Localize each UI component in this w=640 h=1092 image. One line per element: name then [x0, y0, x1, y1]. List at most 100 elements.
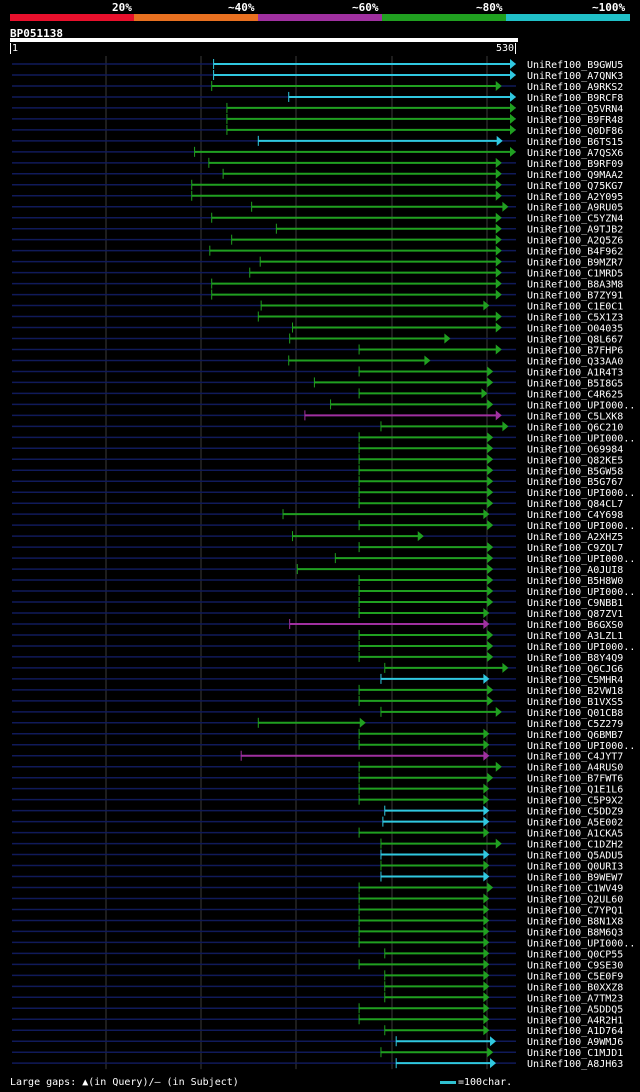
hit-label-77[interactable]: UniRef100_C7YPQ1: [527, 905, 623, 916]
hit-label-24[interactable]: UniRef100_O04035: [527, 324, 623, 335]
hit-label-18[interactable]: UniRef100_B9MZR7: [527, 258, 623, 269]
hit-label-58[interactable]: UniRef100_B1VXS5: [527, 697, 623, 708]
hit-label-41[interactable]: UniRef100_C4Y698: [527, 510, 623, 521]
hit-label-46[interactable]: UniRef100_A0JUI8: [527, 565, 623, 576]
hit-label-21[interactable]: UniRef100_B7ZY91: [527, 291, 623, 302]
hit-label-32[interactable]: UniRef100_C5LXK8: [527, 411, 623, 422]
hit-label-30[interactable]: UniRef100_C4R625: [527, 389, 623, 400]
hit-label-55[interactable]: UniRef100_Q6CJG6: [527, 664, 623, 675]
hit-label-72[interactable]: UniRef100_Q5ADU5: [527, 851, 623, 862]
hit-label-56[interactable]: UniRef100_C5MHR4: [527, 675, 623, 686]
hit-label-83[interactable]: UniRef100_C5E0F9: [527, 971, 623, 982]
hit-label-27[interactable]: UniRef100_Q33AA0: [527, 356, 623, 367]
hit-label-42[interactable]: UniRef100_UPI000..: [527, 521, 635, 532]
hit-label-47[interactable]: UniRef100_B5H8W0: [527, 576, 623, 587]
hit-label-78[interactable]: UniRef100_B8N1X8: [527, 916, 623, 927]
hit-label-17[interactable]: UniRef100_B4F962: [527, 247, 623, 258]
hit-label-10[interactable]: UniRef100_Q9MAA2: [527, 170, 623, 181]
hit-label-12[interactable]: UniRef100_A2Y095: [527, 192, 623, 203]
hit-label-36[interactable]: UniRef100_Q82KE5: [527, 455, 623, 466]
hit-label-57[interactable]: UniRef100_B2VW18: [527, 686, 623, 697]
hit-label-76[interactable]: UniRef100_Q2UL60: [527, 894, 623, 905]
hit-arrow-icon-25: [444, 333, 451, 344]
hit-label-85[interactable]: UniRef100_A7TM23: [527, 993, 623, 1004]
legend-label-2: ~60%: [352, 1, 379, 14]
hit-label-35[interactable]: UniRef100_O69984: [527, 444, 623, 455]
hit-label-65[interactable]: UniRef100_B7FWT6: [527, 774, 623, 785]
hit-label-70[interactable]: UniRef100_A1CKA5: [527, 829, 623, 840]
hit-label-82[interactable]: UniRef100_C9SE30: [527, 960, 623, 971]
hit-label-0[interactable]: UniRef100_B9GWU5: [527, 60, 623, 71]
hit-label-6[interactable]: UniRef100_Q0DF86: [527, 126, 623, 137]
hit-label-53[interactable]: UniRef100_UPI000..: [527, 642, 635, 653]
hit-arrow-icon-37: [487, 465, 494, 476]
hit-label-66[interactable]: UniRef100_Q1E1L6: [527, 785, 623, 796]
hit-label-19[interactable]: UniRef100_C1MRD5: [527, 269, 623, 280]
hit-label-7[interactable]: UniRef100_B6TS15: [527, 137, 623, 148]
hit-label-2[interactable]: UniRef100_A9RKS2: [527, 82, 623, 93]
hit-label-16[interactable]: UniRef100_A2Q5Z6: [527, 236, 623, 247]
hit-label-61[interactable]: UniRef100_Q6BMB7: [527, 730, 623, 741]
hit-label-8[interactable]: UniRef100_A7QSX6: [527, 148, 623, 159]
hit-label-13[interactable]: UniRef100_A9RU05: [527, 203, 623, 214]
hit-arrow-icon-28: [487, 366, 494, 377]
hit-label-80[interactable]: UniRef100_UPI000..: [527, 938, 635, 949]
hit-label-38[interactable]: UniRef100_B5G767: [527, 477, 623, 488]
hit-label-60[interactable]: UniRef100_C5Z279: [527, 719, 623, 730]
hit-label-67[interactable]: UniRef100_C5P9X2: [527, 796, 623, 807]
hit-label-20[interactable]: UniRef100_B8A3M8: [527, 280, 623, 291]
hit-label-73[interactable]: UniRef100_Q0URI3: [527, 862, 623, 873]
hit-label-91[interactable]: UniRef100_A8JH63: [527, 1059, 623, 1070]
hit-label-3[interactable]: UniRef100_B9RCF8: [527, 93, 623, 104]
hit-label-37[interactable]: UniRef100_B5GW58: [527, 466, 623, 477]
hit-label-33[interactable]: UniRef100_Q6C210: [527, 422, 623, 433]
hit-label-44[interactable]: UniRef100_C9ZQL7: [527, 543, 623, 554]
hit-label-54[interactable]: UniRef100_B8Y4Q9: [527, 653, 623, 664]
legend-segment-4: [506, 14, 630, 21]
hit-label-43[interactable]: UniRef100_A2XHZ5: [527, 532, 623, 543]
hit-label-5[interactable]: UniRef100_B9FR48: [527, 115, 623, 126]
hit-label-4[interactable]: UniRef100_Q5VRN4: [527, 104, 623, 115]
hit-label-39[interactable]: UniRef100_UPI000..: [527, 488, 635, 499]
hit-label-87[interactable]: UniRef100_A4R2H1: [527, 1015, 623, 1026]
hit-label-11[interactable]: UniRef100_Q75KG7: [527, 181, 623, 192]
hit-label-15[interactable]: UniRef100_A9TJB2: [527, 225, 623, 236]
hit-label-29[interactable]: UniRef100_B5I8G5: [527, 378, 623, 389]
hit-arrow-icon-82: [483, 959, 490, 970]
hit-label-28[interactable]: UniRef100_A1R4T3: [527, 367, 623, 378]
hit-label-23[interactable]: UniRef100_C5X1Z3: [527, 313, 623, 324]
hit-label-14[interactable]: UniRef100_C5YZN4: [527, 214, 623, 225]
hit-label-22[interactable]: UniRef100_C1E0C1: [527, 302, 623, 313]
hit-label-84[interactable]: UniRef100_B0XXZ8: [527, 982, 623, 993]
hit-label-40[interactable]: UniRef100_Q84CL7: [527, 499, 623, 510]
hit-label-62[interactable]: UniRef100_UPI000..: [527, 741, 635, 752]
hit-label-63[interactable]: UniRef100_C4JYT7: [527, 752, 623, 763]
hit-label-9[interactable]: UniRef100_B9RF09: [527, 159, 623, 170]
hit-label-69[interactable]: UniRef100_A5E002: [527, 818, 623, 829]
hit-label-64[interactable]: UniRef100_A4RUS0: [527, 763, 623, 774]
hit-arrow-icon-46: [487, 564, 494, 575]
hit-label-90[interactable]: UniRef100_C1MJD1: [527, 1048, 623, 1059]
hit-label-74[interactable]: UniRef100_B9WEW7: [527, 873, 623, 884]
hit-label-45[interactable]: UniRef100_UPI000..: [527, 554, 635, 565]
hit-label-68[interactable]: UniRef100_C5DDZ9: [527, 807, 623, 818]
hit-label-79[interactable]: UniRef100_B8M6Q3: [527, 927, 623, 938]
hit-label-49[interactable]: UniRef100_C9NBB1: [527, 598, 623, 609]
hit-label-89[interactable]: UniRef100_A9WMJ6: [527, 1037, 623, 1048]
hit-label-31[interactable]: UniRef100_UPI000..: [527, 400, 635, 411]
hit-label-25[interactable]: UniRef100_Q8L667: [527, 335, 623, 346]
hit-label-59[interactable]: UniRef100_Q01CB8: [527, 708, 623, 719]
hit-label-88[interactable]: UniRef100_A1D764: [527, 1026, 623, 1037]
hit-label-48[interactable]: UniRef100_UPI000..: [527, 587, 635, 598]
hit-label-34[interactable]: UniRef100_UPI000..: [527, 433, 635, 444]
hit-label-75[interactable]: UniRef100_C1WV49: [527, 884, 623, 895]
hit-label-86[interactable]: UniRef100_A5DDQ5: [527, 1004, 623, 1015]
hit-label-51[interactable]: UniRef100_B6GXS0: [527, 620, 623, 631]
hit-label-50[interactable]: UniRef100_Q87ZV1: [527, 609, 623, 620]
hit-label-1[interactable]: UniRef100_A7QNK3: [527, 71, 623, 82]
hit-arrow-icon-0: [510, 59, 516, 69]
hit-label-26[interactable]: UniRef100_B7FHP6: [527, 345, 623, 356]
hit-label-52[interactable]: UniRef100_A3LZL1: [527, 631, 623, 642]
hit-label-71[interactable]: UniRef100_C1DZH2: [527, 840, 623, 851]
hit-label-81[interactable]: UniRef100_Q0CP55: [527, 949, 623, 960]
